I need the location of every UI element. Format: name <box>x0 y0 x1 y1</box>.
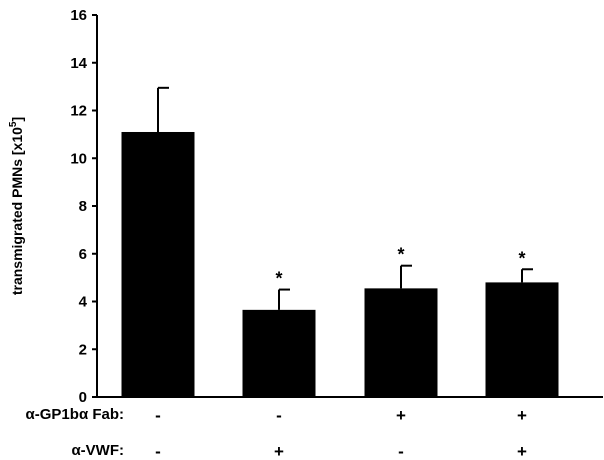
y-tick-label: 16 <box>70 7 87 24</box>
y-axis-label: transmigrated PMNs [x105] <box>8 117 25 295</box>
treatment-sign: + <box>396 406 406 425</box>
treatment-row-label: α-VWF: <box>71 442 124 459</box>
y-ticks: 0 2 4 6 8 10 12 14 16 <box>70 7 97 406</box>
bar <box>242 309 316 397</box>
significance-star: * <box>397 245 404 265</box>
treatment-sign: + <box>517 442 527 460</box>
y-tick-label: 4 <box>79 294 88 311</box>
treatment-sign: - <box>155 406 161 425</box>
treatment-sign: - <box>155 442 161 460</box>
y-axis-label-superscript: 5 <box>8 121 19 127</box>
bar <box>121 131 195 398</box>
y-tick-label: 6 <box>79 246 87 263</box>
y-tick-label: 0 <box>79 389 87 406</box>
treatment-sign: - <box>276 406 282 425</box>
significance-star: * <box>518 248 525 268</box>
y-axis-label-main: transmigrated PMNs [x10 <box>9 127 25 295</box>
bar <box>485 282 559 397</box>
bar <box>364 288 438 397</box>
treatment-sign: - <box>398 442 404 460</box>
treatment-table: α-GP1bα Fab: - - + + α-VWF: - + - + <box>26 406 527 460</box>
treatment-row-label: α-GP1bα Fab: <box>26 406 124 423</box>
y-tick-label: 12 <box>70 103 87 120</box>
treatment-sign: + <box>274 442 284 460</box>
significance-markers: * * * <box>275 245 525 289</box>
y-axis-label-end: ] <box>9 117 25 122</box>
bars <box>121 131 559 398</box>
treatment-sign: + <box>517 406 527 425</box>
y-tick-label: 8 <box>79 198 87 215</box>
error-bars <box>157 86 533 310</box>
y-tick-label: 14 <box>70 55 87 72</box>
significance-star: * <box>275 269 282 289</box>
y-tick-label: 2 <box>79 341 87 358</box>
y-tick-label: 10 <box>70 150 87 167</box>
